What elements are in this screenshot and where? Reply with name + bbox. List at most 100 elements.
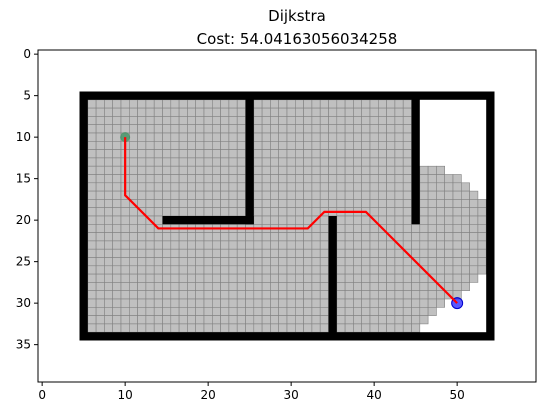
explored-cell	[278, 257, 288, 267]
explored-cell	[344, 124, 354, 134]
explored-cell	[303, 124, 313, 134]
explored-cell	[278, 174, 288, 184]
explored-cell	[369, 273, 379, 283]
explored-cell	[187, 315, 196, 325]
explored-cell	[411, 273, 421, 283]
explored-cell	[402, 149, 412, 159]
explored-cell	[278, 165, 288, 175]
explored-cell	[411, 265, 421, 275]
explored-cell	[369, 290, 379, 300]
explored-cell	[153, 273, 163, 283]
explored-cell	[253, 290, 263, 300]
explored-cell	[195, 282, 205, 291]
explored-cell	[220, 141, 230, 150]
explored-cell	[377, 240, 387, 250]
explored-cell	[112, 116, 122, 126]
explored-cell	[270, 107, 279, 117]
explored-cell	[162, 141, 172, 150]
explored-cell	[236, 315, 246, 325]
explored-cell	[87, 199, 97, 208]
explored-cell	[187, 132, 196, 142]
explored-cell	[203, 124, 213, 134]
explored-cell	[361, 124, 371, 134]
wall-segment	[79, 332, 495, 341]
explored-cell	[187, 240, 196, 250]
explored-cell	[353, 224, 362, 233]
explored-cell	[153, 157, 163, 167]
explored-cell	[303, 248, 313, 258]
explored-cell	[212, 240, 221, 250]
explored-cell	[377, 215, 387, 225]
explored-cell	[245, 240, 255, 250]
explored-cell	[178, 240, 188, 250]
explored-cell	[419, 248, 429, 258]
explored-cell	[120, 124, 130, 134]
explored-cell	[178, 323, 188, 333]
explored-cell	[336, 132, 346, 142]
explored-cell	[336, 240, 346, 250]
explored-cell	[336, 315, 346, 325]
explored-cell	[361, 174, 371, 184]
explored-cell	[212, 248, 221, 258]
explored-cell	[344, 99, 354, 109]
explored-cell	[336, 174, 346, 184]
explored-cell	[145, 124, 155, 134]
explored-cell	[245, 298, 255, 308]
explored-cell	[261, 265, 271, 275]
explored-cell	[452, 240, 462, 250]
explored-cell	[178, 306, 188, 316]
explored-cell	[203, 232, 213, 242]
explored-cell	[245, 282, 255, 291]
explored-cell	[311, 315, 321, 325]
explored-cell	[361, 107, 371, 117]
explored-cell	[344, 232, 354, 242]
explored-cell	[311, 207, 321, 217]
explored-cell	[153, 199, 163, 208]
explored-cell	[294, 99, 304, 109]
explored-cell	[311, 248, 321, 258]
explored-cell	[344, 323, 354, 333]
explored-cell	[129, 306, 138, 316]
explored-cell	[286, 273, 296, 283]
explored-cell	[87, 298, 97, 308]
explored-cell	[386, 282, 396, 291]
explored-cell	[311, 232, 321, 242]
explored-cell	[377, 273, 387, 283]
explored-cell	[369, 182, 379, 192]
explored-cell	[170, 290, 180, 300]
explored-cell	[377, 248, 387, 258]
explored-cell	[212, 190, 221, 200]
explored-cell	[444, 273, 454, 283]
explored-cell	[129, 190, 138, 200]
explored-cell	[377, 141, 387, 150]
explored-cell	[369, 257, 379, 267]
explored-cell	[104, 116, 114, 126]
explored-cell	[419, 224, 429, 233]
explored-cell	[402, 182, 412, 192]
explored-cell	[137, 323, 147, 333]
explored-cell	[353, 199, 362, 208]
explored-cell	[460, 240, 470, 250]
wall-segment	[79, 91, 88, 341]
explored-cell	[220, 190, 230, 200]
explored-cell	[129, 132, 138, 142]
explored-cell	[95, 132, 105, 142]
explored-cell	[95, 99, 105, 109]
explored-cell	[253, 165, 263, 175]
explored-cell	[278, 124, 288, 134]
explored-cell	[129, 182, 138, 192]
explored-cell	[187, 190, 196, 200]
explored-cell	[162, 199, 172, 208]
explored-cell	[286, 182, 296, 192]
explored-cell	[319, 215, 329, 225]
explored-cell	[286, 124, 296, 134]
explored-cell	[178, 174, 188, 184]
explored-cell	[137, 165, 147, 175]
explored-cell	[402, 282, 412, 291]
explored-cell	[369, 315, 379, 325]
explored-cell	[137, 124, 147, 134]
explored-cell	[162, 306, 172, 316]
explored-cell	[477, 257, 487, 267]
explored-cell	[253, 298, 263, 308]
explored-cell	[319, 232, 329, 242]
